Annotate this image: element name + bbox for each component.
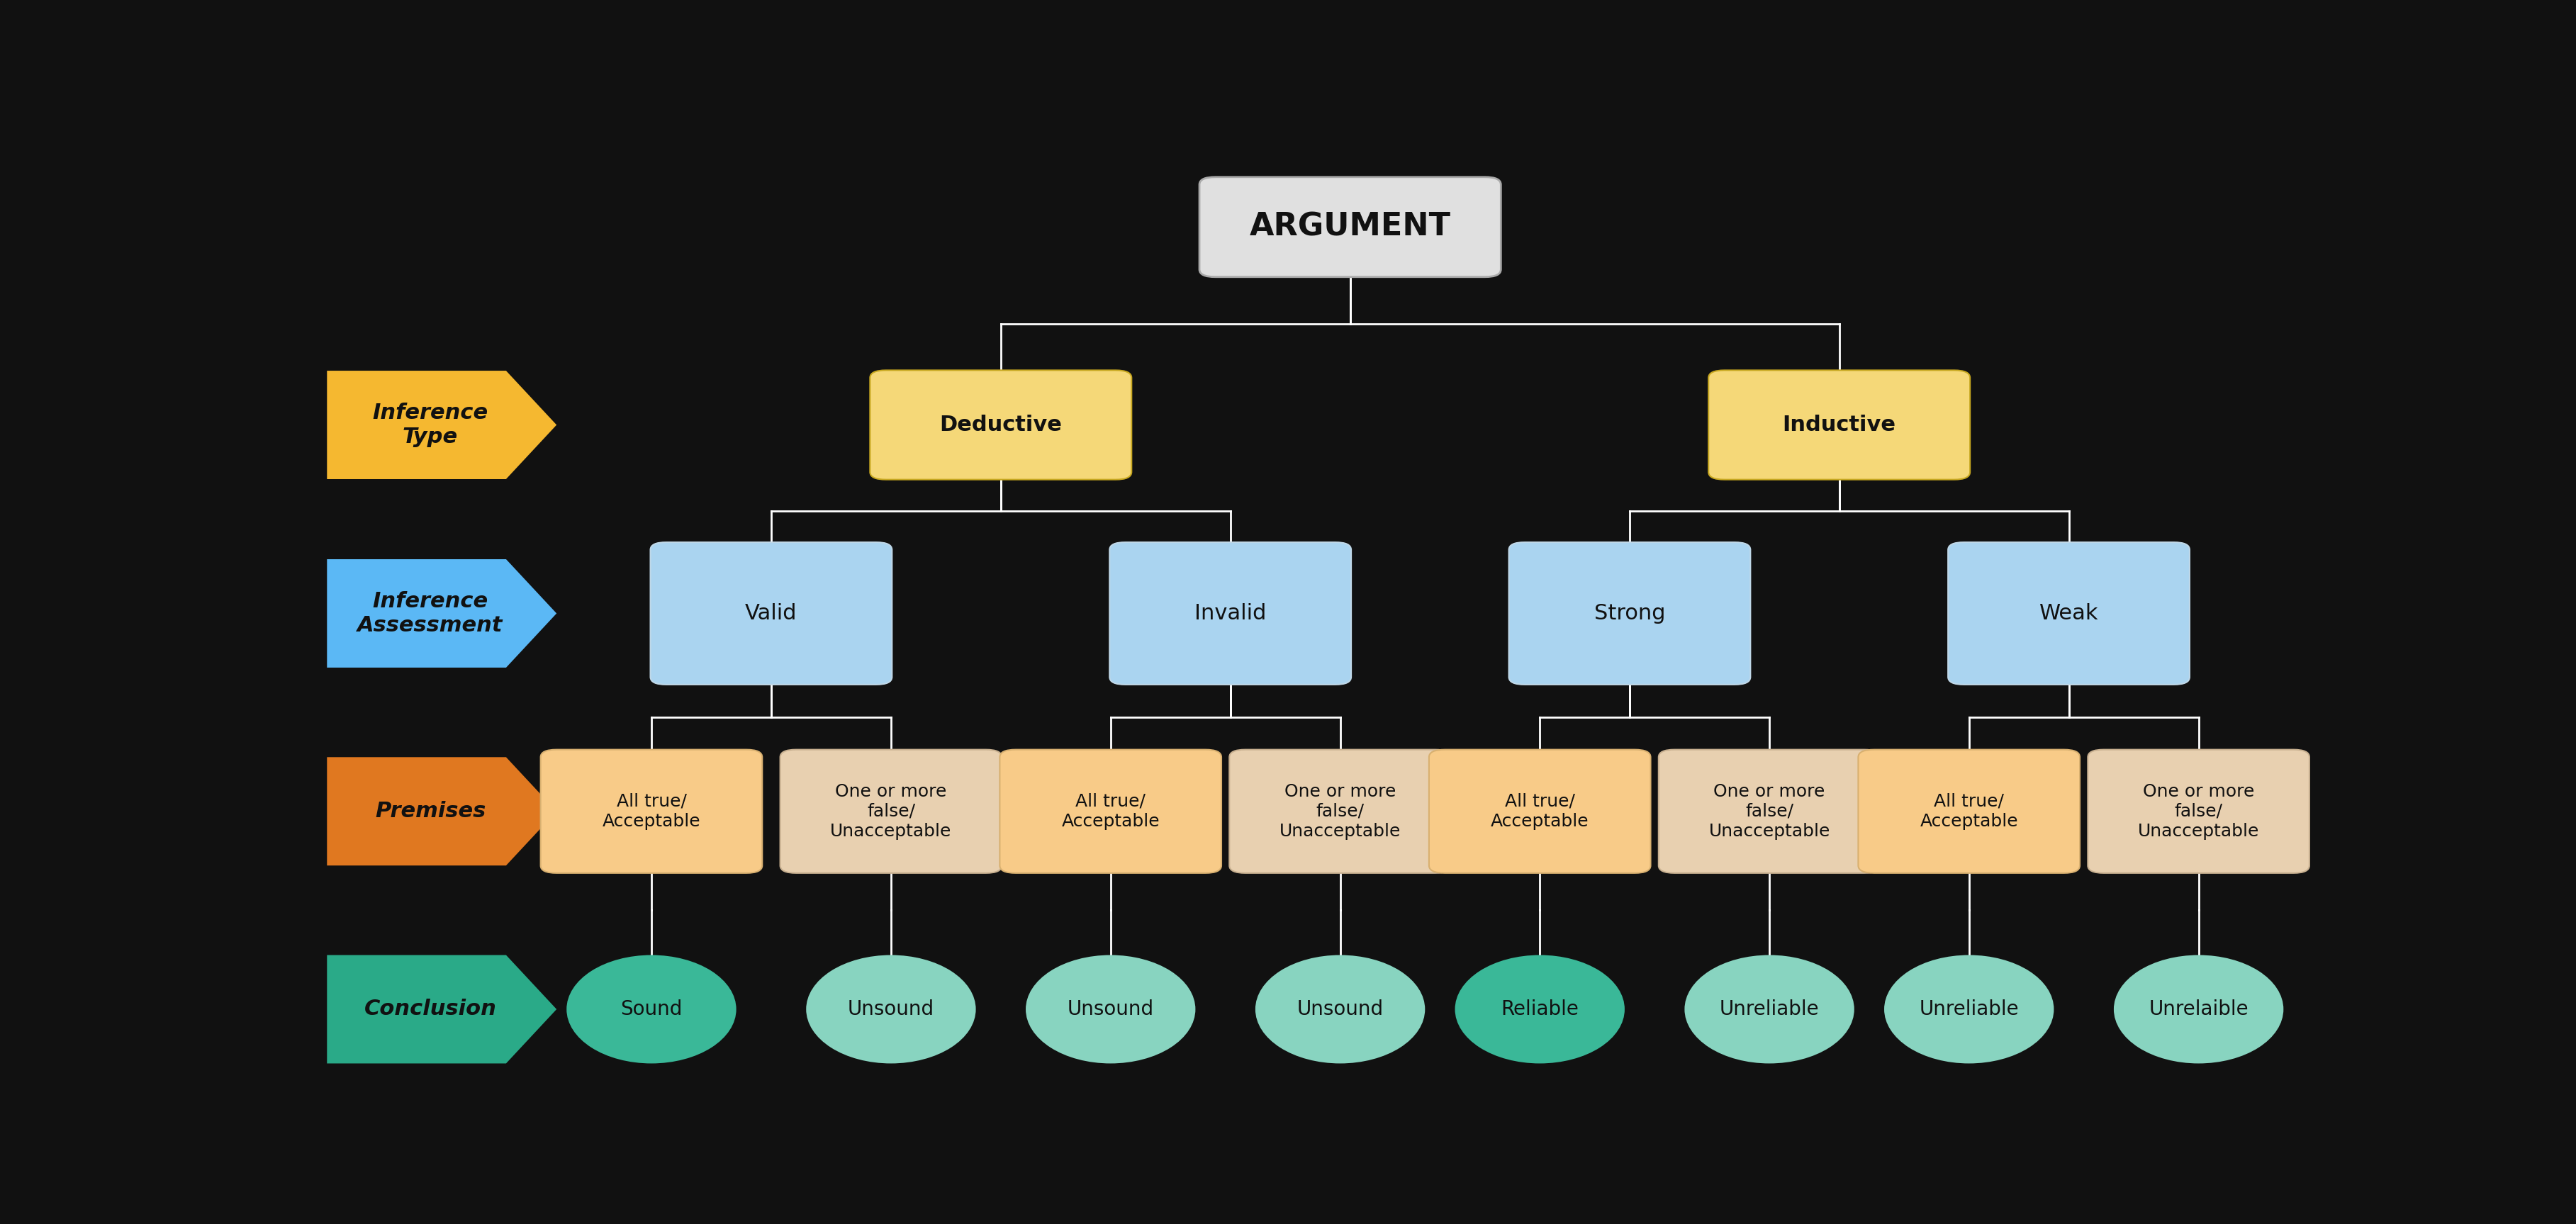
- FancyBboxPatch shape: [1430, 749, 1651, 873]
- Text: Invalid: Invalid: [1195, 603, 1267, 624]
- FancyBboxPatch shape: [999, 749, 1221, 873]
- Text: One or more
false/
Unacceptable: One or more false/ Unacceptable: [1280, 783, 1401, 840]
- Polygon shape: [327, 955, 556, 1064]
- Text: Unreliable: Unreliable: [1919, 999, 2020, 1020]
- Text: Sound: Sound: [621, 999, 683, 1020]
- Text: Unsound: Unsound: [1296, 999, 1383, 1020]
- Text: Unsound: Unsound: [1066, 999, 1154, 1020]
- Text: Unreliable: Unreliable: [1721, 999, 1819, 1020]
- Text: Reliable: Reliable: [1502, 999, 1579, 1020]
- Text: Unsound: Unsound: [848, 999, 935, 1020]
- Text: Conclusion: Conclusion: [363, 999, 497, 1020]
- Text: All true/
Acceptable: All true/ Acceptable: [1061, 793, 1159, 830]
- Polygon shape: [327, 758, 556, 865]
- FancyBboxPatch shape: [1229, 749, 1450, 873]
- Text: One or more
false/
Unacceptable: One or more false/ Unacceptable: [829, 783, 951, 840]
- Text: One or more
false/
Unacceptable: One or more false/ Unacceptable: [1708, 783, 1829, 840]
- Text: Valid: Valid: [744, 603, 796, 624]
- Ellipse shape: [2115, 955, 2282, 1064]
- FancyBboxPatch shape: [1947, 542, 2190, 684]
- FancyBboxPatch shape: [541, 749, 762, 873]
- FancyBboxPatch shape: [649, 542, 891, 684]
- FancyBboxPatch shape: [2087, 749, 2311, 873]
- Text: Inference
Assessment: Inference Assessment: [358, 591, 502, 635]
- Ellipse shape: [1255, 955, 1425, 1064]
- Text: Deductive: Deductive: [940, 415, 1061, 436]
- Ellipse shape: [1025, 955, 1195, 1064]
- Text: Inference
Type: Inference Type: [374, 403, 487, 447]
- FancyBboxPatch shape: [781, 749, 1002, 873]
- Text: Strong: Strong: [1595, 603, 1664, 624]
- Polygon shape: [327, 371, 556, 479]
- FancyBboxPatch shape: [1659, 749, 1880, 873]
- Text: One or more
false/
Unacceptable: One or more false/ Unacceptable: [2138, 783, 2259, 840]
- Text: Weak: Weak: [2040, 603, 2099, 624]
- Text: Premises: Premises: [376, 800, 487, 821]
- Ellipse shape: [806, 955, 976, 1064]
- Text: All true/
Acceptable: All true/ Acceptable: [1492, 793, 1589, 830]
- Text: All true/
Acceptable: All true/ Acceptable: [1919, 793, 2017, 830]
- FancyBboxPatch shape: [1510, 542, 1752, 684]
- Ellipse shape: [567, 955, 737, 1064]
- Text: Unrelaible: Unrelaible: [2148, 999, 2249, 1020]
- Ellipse shape: [1685, 955, 1855, 1064]
- Ellipse shape: [1883, 955, 2053, 1064]
- Ellipse shape: [1455, 955, 1625, 1064]
- Text: Inductive: Inductive: [1783, 415, 1896, 436]
- FancyBboxPatch shape: [1708, 370, 1971, 480]
- Text: ARGUMENT: ARGUMENT: [1249, 212, 1450, 242]
- FancyBboxPatch shape: [1110, 542, 1352, 684]
- Polygon shape: [327, 559, 556, 667]
- FancyBboxPatch shape: [1200, 177, 1502, 277]
- FancyBboxPatch shape: [1857, 749, 2079, 873]
- Text: All true/
Acceptable: All true/ Acceptable: [603, 793, 701, 830]
- FancyBboxPatch shape: [871, 370, 1131, 480]
